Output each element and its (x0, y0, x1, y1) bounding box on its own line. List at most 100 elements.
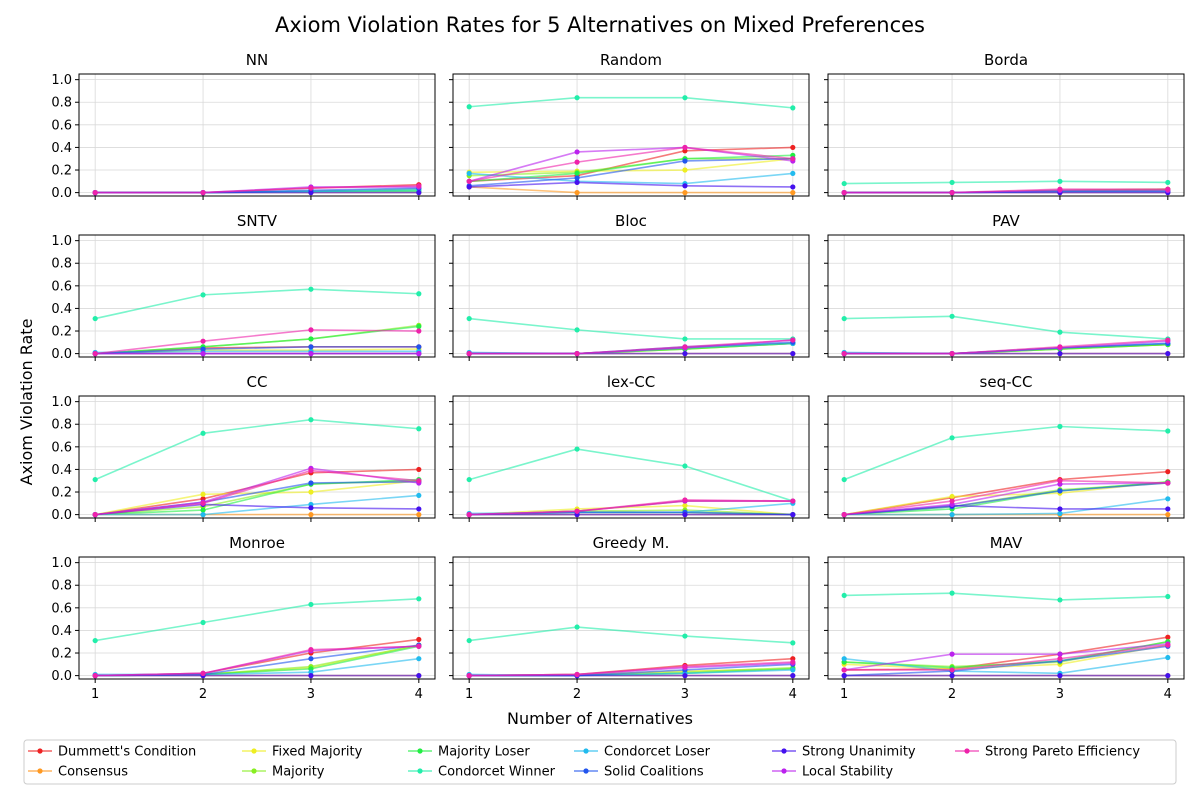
data-point (949, 179, 955, 186)
panel-frame (452, 234, 810, 358)
panel-frame (827, 234, 1185, 358)
data-point (1165, 428, 1171, 434)
legend-marker (781, 748, 787, 754)
data-point (308, 351, 314, 357)
y-tick-label: 0.0 (51, 669, 72, 684)
series-line (95, 288, 419, 320)
data-point (949, 435, 955, 441)
data-point (790, 498, 796, 504)
data-point (949, 351, 955, 357)
panel-title: MAV (990, 534, 1023, 552)
data-point (574, 149, 580, 155)
data-point (841, 512, 847, 518)
panel-frame (827, 395, 1185, 519)
x-tick-label: 1 (840, 687, 848, 702)
y-tick-label: 1.0 (51, 556, 72, 571)
legend-label: Condorcet Winner (438, 765, 556, 780)
data-point (682, 190, 688, 196)
data-point (466, 170, 472, 177)
x-tick-label: 4 (789, 687, 797, 702)
series-line (469, 504, 793, 516)
series-line (469, 181, 793, 188)
data-point (949, 512, 955, 518)
data-point (1165, 654, 1171, 661)
panel-frame (78, 73, 436, 197)
legend-marker (417, 768, 423, 774)
data-point (92, 476, 98, 483)
data-point (308, 327, 314, 333)
data-point (200, 338, 206, 344)
series-line (469, 146, 793, 183)
data-point (841, 190, 847, 196)
data-point (790, 170, 796, 177)
y-tick-label: 1.0 (51, 234, 72, 249)
y-tick-label: 0.2 (51, 325, 72, 340)
series-line (469, 96, 793, 109)
data-point (682, 512, 688, 518)
series-line (95, 346, 419, 355)
series-line (844, 498, 1168, 516)
data-point (574, 671, 580, 678)
data-point (1165, 642, 1171, 648)
data-point (200, 292, 206, 298)
data-point (200, 619, 206, 626)
series-line (844, 188, 1168, 194)
series-line (844, 479, 1168, 516)
data-point (841, 476, 847, 483)
y-tick-label: 0.8 (51, 418, 72, 433)
data-point (1057, 488, 1063, 494)
data-point (308, 336, 314, 342)
data-point (682, 183, 688, 189)
legend-label: Fixed Majority (272, 745, 363, 760)
data-point (949, 590, 955, 596)
data-point (1057, 506, 1063, 512)
y-tick-label: 0.6 (51, 118, 72, 133)
series-line (95, 645, 419, 677)
data-point (200, 351, 206, 357)
legend-label: Solid Coalitions (604, 765, 704, 780)
panel-borda: Borda (824, 51, 1185, 200)
data-point (1165, 506, 1171, 512)
data-point (790, 156, 796, 162)
data-point (841, 315, 847, 322)
data-point (682, 463, 688, 469)
x-tick-label: 3 (681, 687, 689, 702)
panel-title: SNTV (237, 212, 278, 230)
y-tick-label: 0.8 (51, 579, 72, 594)
data-point (200, 507, 206, 513)
data-point (949, 493, 955, 500)
legend: Dummett's Condition Consensus Fixed Majori… (23, 739, 1177, 785)
data-point (790, 640, 796, 646)
data-point (92, 315, 98, 322)
y-tick-label: 1.0 (51, 73, 72, 88)
data-point (416, 506, 422, 512)
legend-label: Dummett's Condition (58, 745, 196, 760)
data-point (790, 144, 796, 151)
data-point (416, 344, 422, 350)
data-point (574, 327, 580, 333)
data-point (416, 492, 422, 499)
y-tick-label: 0.0 (51, 347, 72, 362)
x-tick-label: 1 (465, 687, 473, 702)
data-point (1057, 178, 1063, 184)
data-point (949, 190, 955, 196)
series-line (469, 172, 793, 185)
x-tick-label: 2 (199, 687, 207, 702)
x-tick-label: 3 (307, 687, 315, 702)
series-line (469, 317, 793, 340)
data-point (1165, 480, 1171, 486)
legend-label: Strong Unanimity (802, 745, 916, 760)
data-point (308, 480, 314, 486)
data-point (416, 323, 422, 330)
panels-grid: NN 0.0 0.2 0.4 0.6 0.8 1.0 Random Borda SNTV 0.0 0.… (51, 51, 1185, 702)
y-tick-label: 0.6 (51, 440, 72, 455)
series-line (843, 425, 1168, 481)
data-point (682, 167, 688, 173)
series-line (469, 661, 793, 677)
data-point (466, 104, 472, 110)
x-axis-label: Number of Alternatives (507, 709, 693, 728)
panel-random: Random (449, 51, 810, 200)
data-point (200, 430, 206, 436)
y-tick-label: 1.0 (51, 395, 72, 410)
